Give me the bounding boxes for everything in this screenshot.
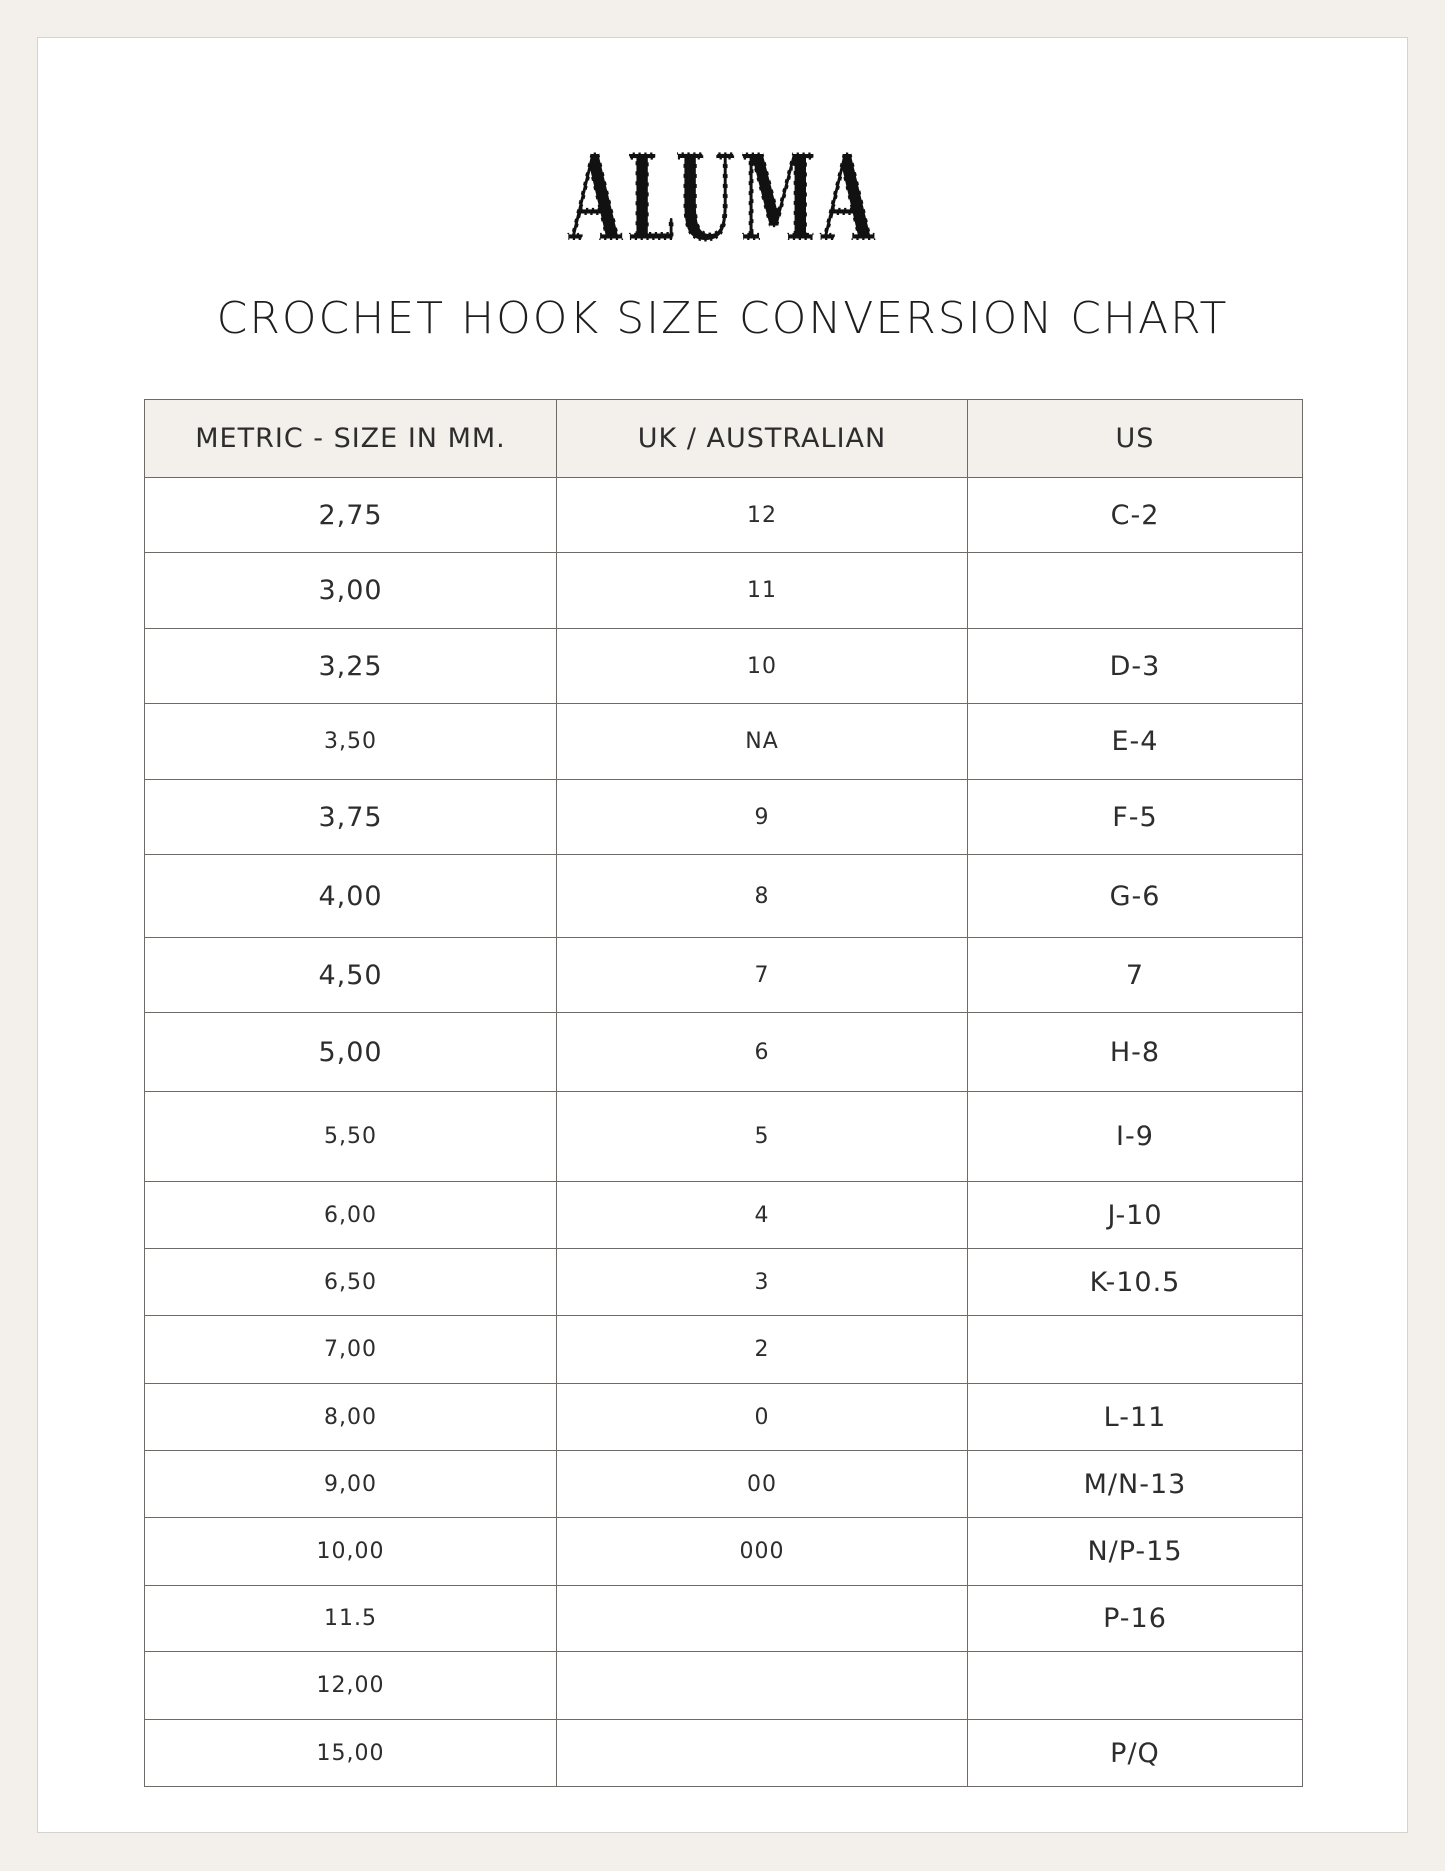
cell-us: D-3 (967, 628, 1303, 704)
cell-us: 7 (967, 937, 1303, 1013)
cell-uk: 10 (556, 628, 968, 704)
cell-us: M/N-13 (967, 1450, 1303, 1518)
cell-us: N/P-15 (967, 1517, 1303, 1586)
cell-uk: 12 (556, 477, 968, 553)
cell-uk: 11 (556, 552, 968, 629)
cell-uk (556, 1719, 968, 1787)
cell-metric: 5,00 (144, 1012, 557, 1092)
page-title: CROCHET HOOK SIZE CONVERSION CHART (216, 293, 1229, 344)
cell-uk (556, 1651, 968, 1720)
brand-logo: ALUMA (566, 140, 878, 250)
cell-us: P-16 (967, 1585, 1303, 1652)
table-row: 5,50 5 I-9 (144, 1091, 1303, 1182)
cell-metric: 4,50 (144, 937, 557, 1013)
table-row: 5,00 6 H-8 (144, 1012, 1303, 1092)
cell-us: K-10.5 (967, 1248, 1303, 1316)
cell-metric: 6,00 (144, 1181, 557, 1249)
cell-metric: 3,75 (144, 779, 557, 855)
cell-uk: 9 (556, 779, 968, 855)
cell-metric: 2,75 (144, 477, 557, 553)
cell-us: H-8 (967, 1012, 1303, 1092)
table-row: 10,00 000 N/P-15 (144, 1517, 1303, 1586)
header-us: US (967, 399, 1303, 478)
cell-metric: 6,50 (144, 1248, 557, 1316)
table-row: 9,00 00 M/N-13 (144, 1450, 1303, 1518)
table-row: 8,00 0 L-11 (144, 1383, 1303, 1451)
cell-metric: 7,00 (144, 1315, 557, 1384)
cell-metric: 8,00 (144, 1383, 557, 1451)
cell-metric: 4,00 (144, 854, 557, 938)
cell-uk: 8 (556, 854, 968, 938)
cell-metric: 3,25 (144, 628, 557, 704)
cell-metric: 15,00 (144, 1719, 557, 1787)
cell-metric: 11.5 (144, 1585, 557, 1652)
table-row: 3,50 NA E-4 (144, 703, 1303, 780)
cell-us: I-9 (967, 1091, 1303, 1182)
cell-us (967, 1651, 1303, 1720)
logo-text: ALUMA (567, 140, 878, 250)
cell-uk: 00 (556, 1450, 968, 1518)
header-metric: METRIC - SIZE IN MM. (144, 399, 557, 478)
table-row: 15,00 P/Q (144, 1719, 1303, 1787)
table-row: 6,00 4 J-10 (144, 1181, 1303, 1249)
cell-metric: 9,00 (144, 1450, 557, 1518)
table-row: 3,25 10 D-3 (144, 628, 1303, 704)
cell-us (967, 552, 1303, 629)
table-row: 11.5 P-16 (144, 1585, 1303, 1652)
cell-us: J-10 (967, 1181, 1303, 1249)
cell-us: G-6 (967, 854, 1303, 938)
cell-us: L-11 (967, 1383, 1303, 1451)
cell-uk: 6 (556, 1012, 968, 1092)
cell-metric: 5,50 (144, 1091, 557, 1182)
table-row: 12,00 (144, 1651, 1303, 1720)
cell-uk: 3 (556, 1248, 968, 1316)
cell-us: E-4 (967, 703, 1303, 780)
cell-us: C-2 (967, 477, 1303, 553)
table-row: 4,50 7 7 (144, 937, 1303, 1013)
cell-us: F-5 (967, 779, 1303, 855)
table-row: 7,00 2 (144, 1315, 1303, 1384)
table-row: 4,00 8 G-6 (144, 854, 1303, 938)
cell-metric: 3,50 (144, 703, 557, 780)
cell-uk (556, 1585, 968, 1652)
cell-uk: 7 (556, 937, 968, 1013)
cell-uk: 000 (556, 1517, 968, 1586)
header-uk: UK / AUSTRALIAN (556, 399, 968, 478)
cell-metric: 3,00 (144, 552, 557, 629)
cell-metric: 12,00 (144, 1651, 557, 1720)
cell-metric: 10,00 (144, 1517, 557, 1586)
table-row: 2,75 12 C-2 (144, 477, 1303, 553)
cell-uk: 5 (556, 1091, 968, 1182)
cell-uk: NA (556, 703, 968, 780)
table-row: 3,75 9 F-5 (144, 779, 1303, 855)
table-row: 6,50 3 K-10.5 (144, 1248, 1303, 1316)
table-header-row: METRIC - SIZE IN MM. UK / AUSTRALIAN US (144, 399, 1303, 478)
conversion-table: METRIC - SIZE IN MM. UK / AUSTRALIAN US … (144, 399, 1303, 1787)
cell-us (967, 1315, 1303, 1384)
cell-uk: 0 (556, 1383, 968, 1451)
table-row: 3,00 11 (144, 552, 1303, 629)
cell-uk: 4 (556, 1181, 968, 1249)
cell-us: P/Q (967, 1719, 1303, 1787)
cell-uk: 2 (556, 1315, 968, 1384)
